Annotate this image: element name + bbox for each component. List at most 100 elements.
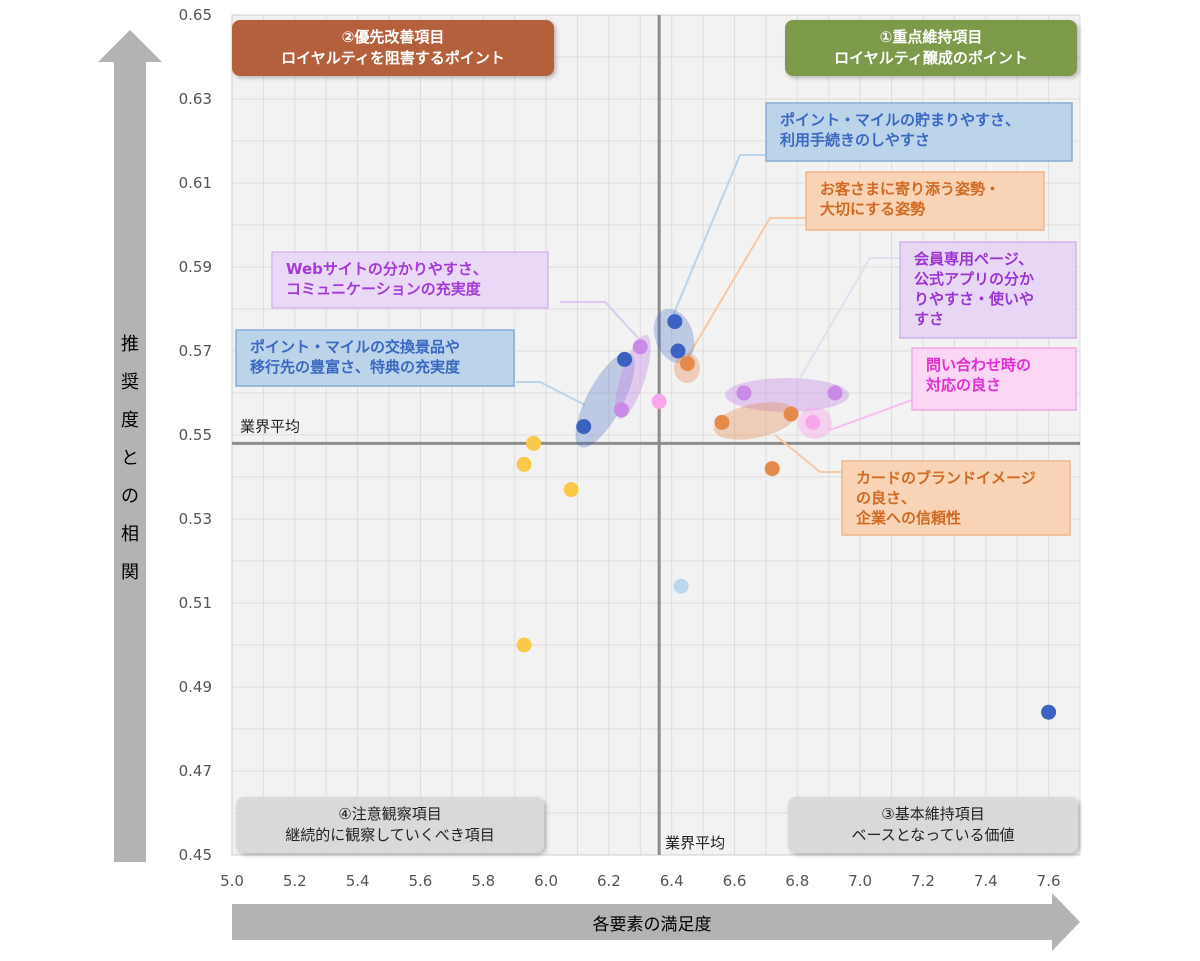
leader-line — [685, 217, 806, 361]
x-tick-label: 7.0 — [848, 872, 872, 890]
x-tick-label: 6.0 — [534, 872, 558, 890]
annotation-text: 問い合わせ時の — [926, 356, 1031, 374]
x-tick-label: 5.2 — [283, 872, 307, 890]
y-axis-title-char: の — [121, 486, 139, 507]
data-point — [736, 385, 752, 401]
data-point — [827, 385, 843, 401]
data-point — [714, 414, 730, 430]
group-ellipse — [725, 378, 849, 412]
quadrant-box — [788, 797, 1078, 853]
data-point — [613, 402, 629, 418]
x-tick-labels: 5.0 5.2 5.4 5.6 5.8 6.0 6.2 6.4 6.6 6.8 7.0 7.2 7.4 7… — [220, 872, 1060, 890]
avg-label-horizontal: 業界平均 — [240, 417, 300, 435]
y-tick-label: 0.61 — [179, 174, 212, 192]
annotations: ポイント・マイルの貯まりやすさ、利用手続きのしやすさお客さまに寄り添う姿勢・大切… — [235, 102, 1077, 536]
y-axis-title-char: 相 — [121, 524, 139, 545]
annotation-text: コミュニケーションの充実度 — [286, 280, 482, 298]
leader-line — [799, 257, 900, 379]
data-point — [673, 578, 689, 594]
quadrant-title: ③基本維持項目 — [881, 805, 984, 823]
y-tick-label: 0.55 — [179, 426, 212, 444]
quadrant-subtitle: ロイヤルティを阻害するポイント — [281, 49, 505, 67]
annotation-text: 対応の良さ — [925, 376, 1001, 394]
leader-line — [774, 434, 842, 473]
annotation-box — [911, 347, 1077, 411]
annotation-box — [271, 251, 549, 309]
annotation-text: Webサイトの分かりやすさ、 — [286, 260, 488, 278]
annotation-box — [805, 171, 1045, 231]
annotation-box — [899, 241, 1077, 339]
leader-line — [516, 381, 586, 406]
y-axis-title-char: 度 — [121, 410, 139, 431]
x-tick-label: 6.4 — [660, 872, 684, 890]
y-axis-title-char: と — [121, 448, 139, 469]
data-point — [670, 343, 686, 359]
y-axis-title-char: 推 — [121, 334, 139, 355]
annotation-box — [841, 460, 1071, 536]
x-tick-label: 5.0 — [220, 872, 244, 890]
annotation-text: の良さ、 — [856, 489, 916, 507]
x-axis-arrow — [232, 893, 1080, 951]
y-tick-label: 0.63 — [179, 90, 212, 108]
leader-line — [560, 301, 641, 341]
data-point — [783, 406, 799, 422]
y-tick-labels: 0.65 0.63 0.61 0.59 0.57 0.55 0.53 0.51 0.49 0.47… — [179, 6, 212, 864]
annotation-text: 会員専用ページ、 — [914, 250, 1033, 268]
y-tick-label: 0.59 — [179, 258, 212, 276]
y-tick-label: 0.45 — [179, 846, 212, 864]
y-tick-label: 0.65 — [179, 6, 212, 24]
quadrant-title: ④注意観察項目 — [338, 805, 441, 823]
data-point — [651, 393, 667, 409]
quadrant-title: ①重点維持項目 — [880, 28, 983, 46]
x-tick-label: 6.2 — [597, 872, 621, 890]
data-point — [1041, 704, 1057, 720]
data-point — [805, 414, 821, 430]
leader-lines — [516, 154, 913, 473]
data-point — [632, 339, 648, 355]
annotation-text: ポイント・マイルの貯まりやすさ、 — [780, 111, 1020, 129]
y-tick-label: 0.57 — [179, 342, 212, 360]
y-axis-title-char: 関 — [121, 562, 139, 583]
x-tick-label: 7.2 — [911, 872, 935, 890]
group-ellipse — [615, 334, 651, 420]
annotation-text: 移行先の豊富さ、特典の充実度 — [250, 358, 461, 376]
data-point — [516, 456, 532, 472]
x-axis-title: 各要素の満足度 — [593, 915, 712, 935]
y-tick-label: 0.51 — [179, 594, 212, 612]
annotation-text: カードのブランドイメージ — [856, 469, 1036, 487]
data-point — [667, 314, 683, 330]
annotation-text: 利用手続きのしやすさ — [780, 131, 930, 149]
group-ellipse — [713, 402, 797, 440]
data-point — [526, 435, 542, 451]
y-axis-title-char: 奨 — [121, 372, 139, 393]
data-point — [516, 637, 532, 653]
quadrant-box — [785, 20, 1077, 76]
x-tick-label: 7.6 — [1037, 872, 1061, 890]
y-tick-label: 0.53 — [179, 510, 212, 528]
quadrant-subtitle: ベースとなっている価値 — [851, 826, 1014, 844]
annotation-text: 公式アプリの分か — [914, 270, 1034, 288]
quadrant-subtitle: 継続的に観察していくべき項目 — [285, 826, 495, 844]
x-tick-label: 5.6 — [409, 872, 433, 890]
quadrant-title: ②優先改善項目 — [342, 28, 445, 46]
annotation-text: ポイント・マイルの交換景品や — [250, 338, 460, 356]
annotation-text: 企業への信頼性 — [855, 509, 961, 527]
x-tick-label: 5.4 — [346, 872, 370, 890]
annotation-box — [235, 329, 515, 387]
quadrant-box — [236, 797, 544, 853]
data-point — [563, 482, 579, 498]
y-tick-label: 0.47 — [179, 762, 212, 780]
x-tick-label: 7.4 — [974, 872, 998, 890]
annotation-text: お客さまに寄り添う姿勢・ — [820, 180, 1000, 198]
y-tick-label: 0.49 — [179, 678, 212, 696]
quadrant-box — [232, 20, 554, 76]
annotation-text: りやすさ・使いや — [914, 290, 1034, 308]
annotation-box — [765, 102, 1073, 162]
leader-line — [829, 399, 913, 431]
quadrant-subtitle: ロイヤルティ醸成のポイント — [834, 49, 1028, 67]
data-points — [516, 314, 1057, 720]
